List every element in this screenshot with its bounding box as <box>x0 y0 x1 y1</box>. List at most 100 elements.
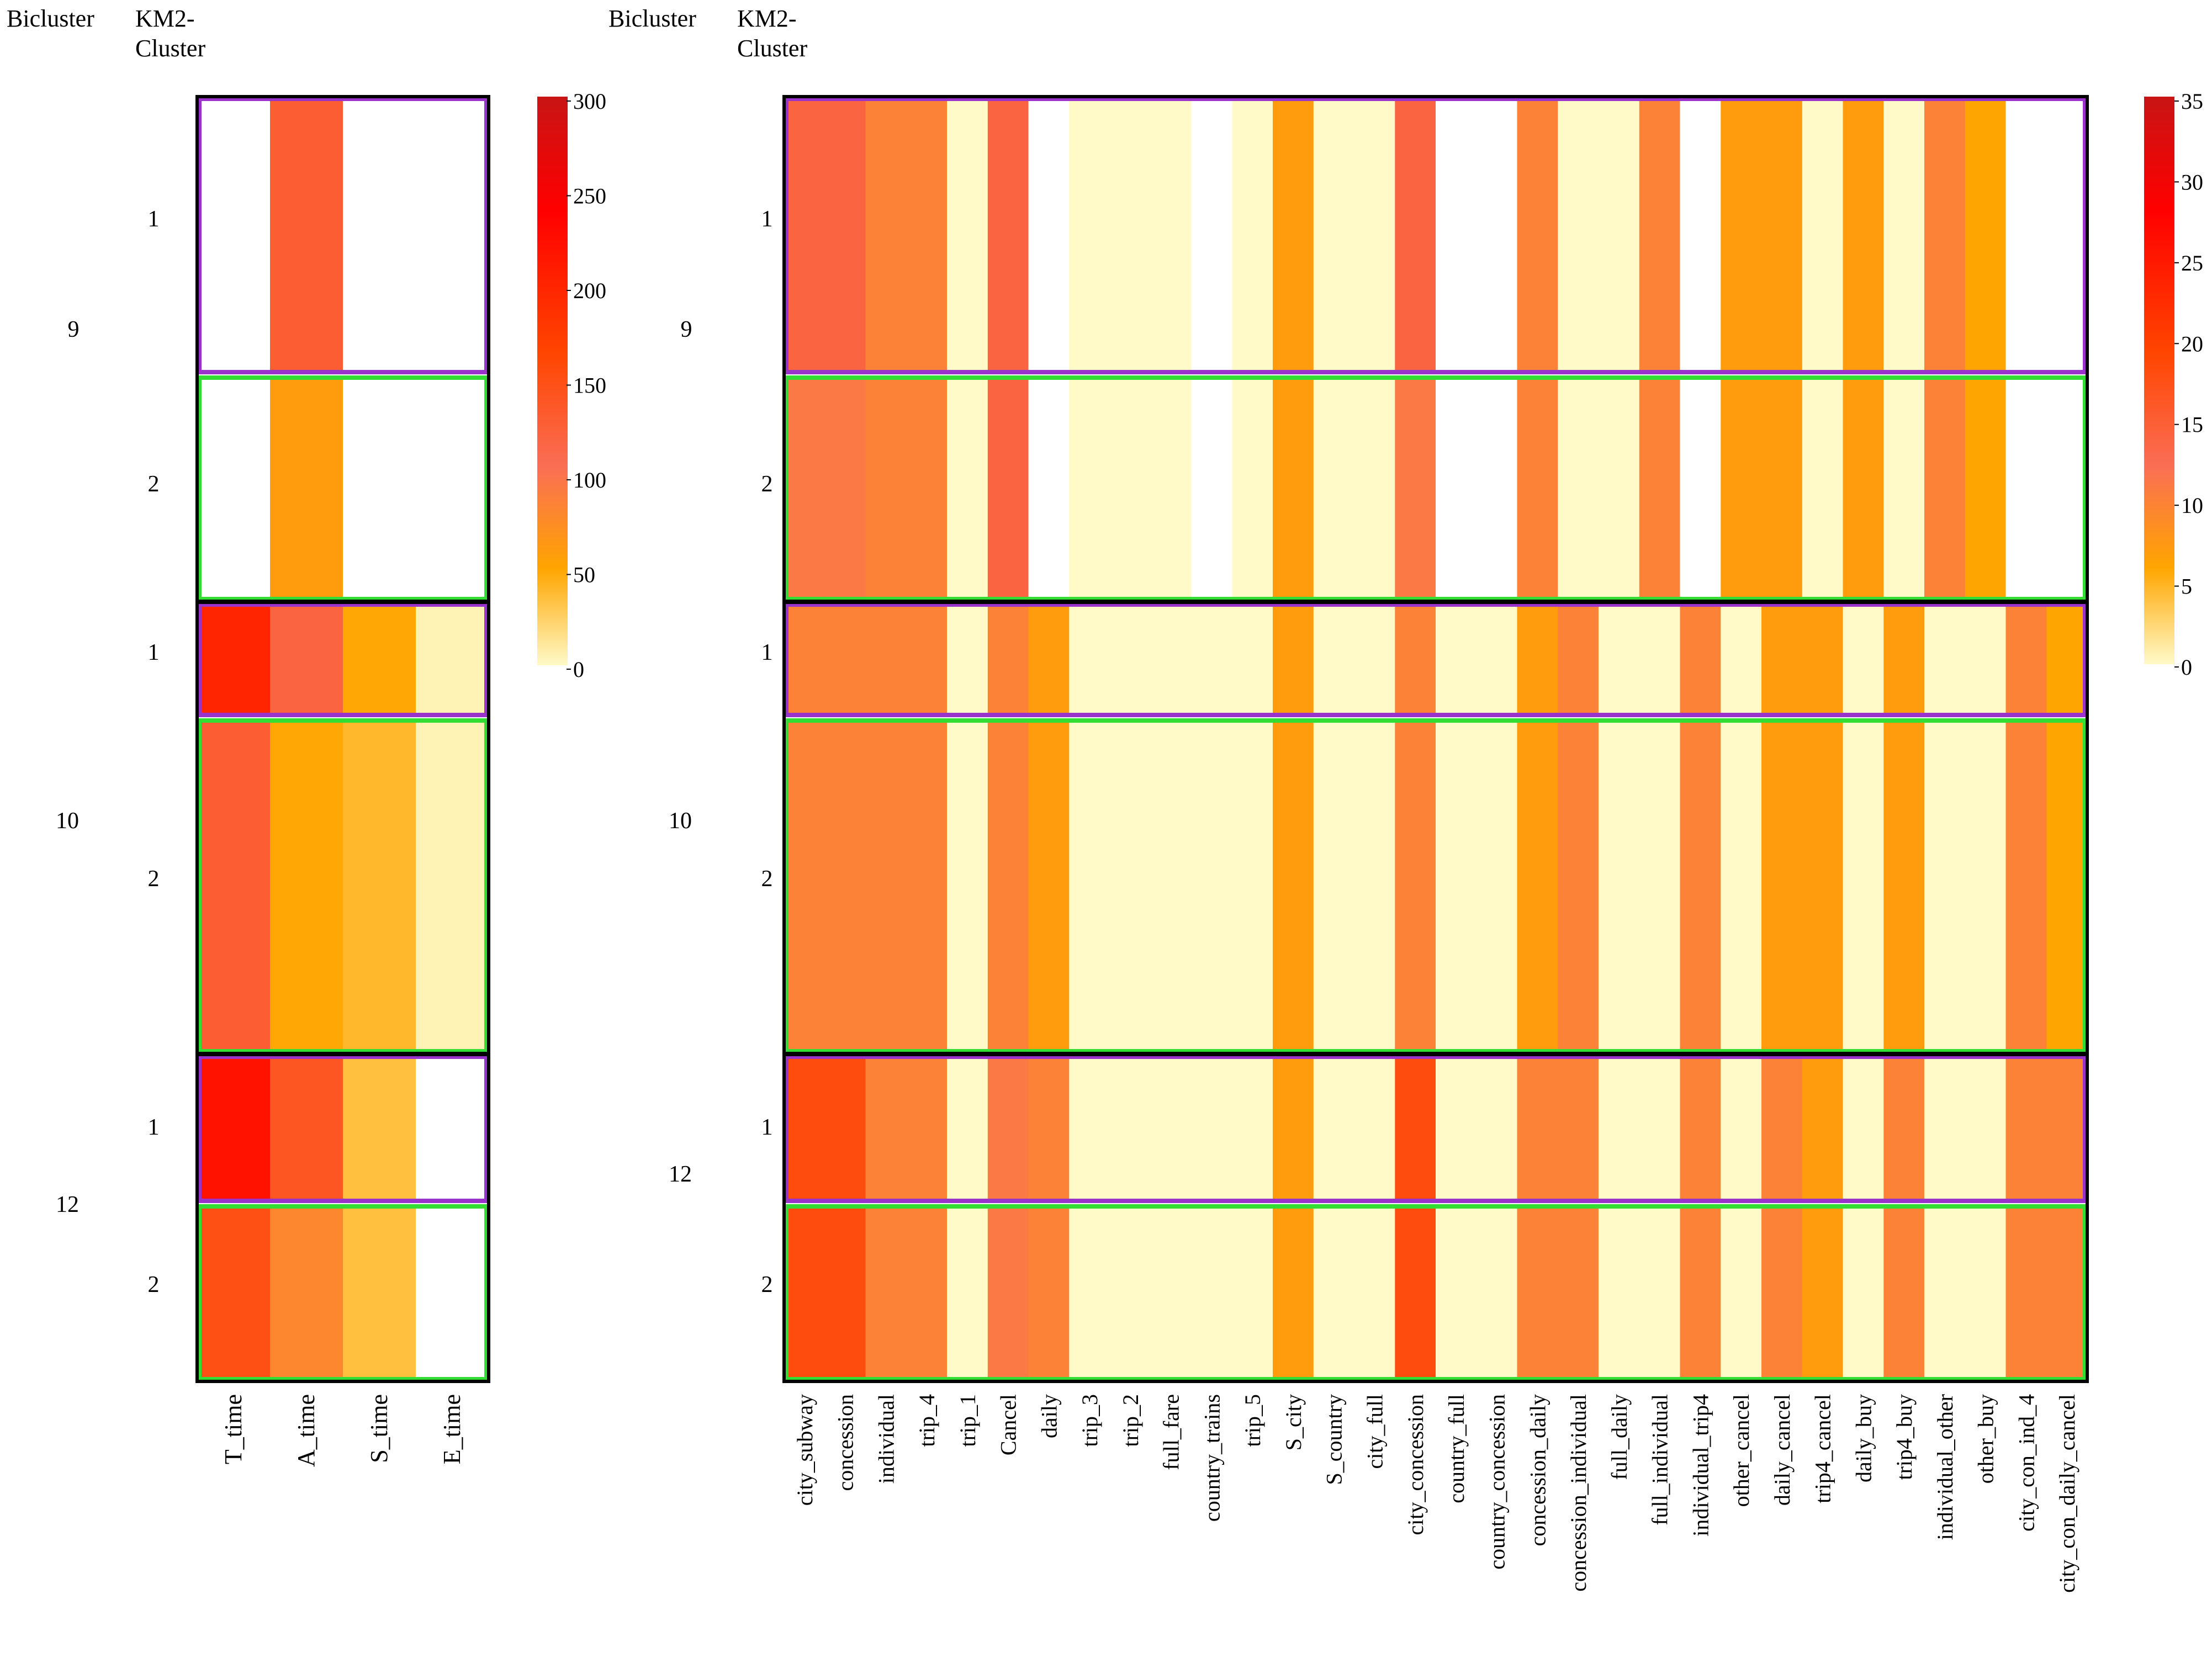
x-tick-label-other_cancel: other_cancel <box>1729 1394 1754 1507</box>
heatmap-cell-9-2-full_daily <box>1599 377 1640 600</box>
heatmap-cell-9-2-trip_3 <box>1069 377 1110 600</box>
heatmap-cell-10-2-trip_5 <box>1232 719 1273 1052</box>
heatmap-cell-12-1-concession_daily <box>1517 1056 1558 1202</box>
bicluster-label-12-left: 12 <box>56 1192 79 1217</box>
colorbar-tick-30: 30 <box>2181 170 2203 194</box>
heatmap-cell-9-2-country_concession <box>1476 377 1518 600</box>
heatmap-cell-12-2-A_time <box>270 1205 343 1380</box>
km2-header-right-line1: KM2- <box>737 5 797 32</box>
km2-box-12-1 <box>197 1055 489 1203</box>
heatmap-cell-12-1-daily_buy <box>1843 1056 1884 1202</box>
x-tick-label-trip_2: trip_2 <box>1118 1394 1143 1447</box>
heatmap-cell-10-2-trip4_cancel <box>1802 719 1844 1052</box>
heatmap-cell-9-2-daily <box>1028 377 1070 600</box>
heatmap-cell-9-2-individual_trip4 <box>1680 377 1721 600</box>
x-tick-label-Cancel: Cancel <box>996 1394 1021 1455</box>
heatmap-cell-9-1-full_fare <box>1150 98 1192 373</box>
x-tick-label-T_time: T_time <box>220 1394 247 1464</box>
heatmap-cell-10-1-daily_buy <box>1843 603 1884 716</box>
heatmap-cell-10-1-E_time <box>416 603 489 716</box>
heatmap-cell-12-1-concession <box>824 1056 866 1202</box>
heatmap-cell-12-1-trip_1 <box>947 1056 988 1202</box>
heatmap-cell-10-1-concession_individual <box>1558 603 1599 716</box>
heatmap-cell-10-2-city_concession <box>1395 719 1436 1052</box>
heatmap-cell-12-1-S_country <box>1313 1056 1355 1202</box>
heatmap-cell-10-1-city_con_daily_cancel <box>2046 603 2088 716</box>
heatmap-cell-12-2-daily_cancel <box>1761 1205 1803 1380</box>
heatmap-cell-12-2-city_concession <box>1395 1205 1436 1380</box>
heatmap-cell-12-1-trip_3 <box>1069 1056 1110 1202</box>
heatmap-cell-9-1-city_full <box>1354 98 1395 373</box>
heatmap-cell-10-1-city_con_ind_4 <box>2005 603 2047 716</box>
heatmap-cell-12-2-S_city <box>1273 1205 1314 1380</box>
colorbar-tick-300: 300 <box>573 89 606 114</box>
heatmap-cell-12-2-trip_3 <box>1069 1205 1110 1380</box>
heatmap-cell-9-2-city_full <box>1354 377 1395 600</box>
heatmap-cell-9-1-trip_1 <box>947 98 988 373</box>
x-tick-label-country_concession: country_concession <box>1485 1394 1510 1570</box>
km2-box-10-2 <box>784 718 2087 1053</box>
heatmap-cell-12-2-Cancel <box>987 1205 1029 1380</box>
heatmap-cell-9-1-trip4_cancel <box>1802 98 1844 373</box>
heatmap-cell-10-1-other_buy <box>1965 603 2007 716</box>
heatmap-cell-9-2-full_individual <box>1639 377 1681 600</box>
heatmap-cell-9-1-full_individual <box>1639 98 1681 373</box>
x-tick-label-individual: individual <box>874 1394 898 1484</box>
heatmap-cell-12-2-concession <box>824 1205 866 1380</box>
heatmap-cell-12-1-city_concession <box>1395 1056 1436 1202</box>
heatmap-cell-10-1-country_trains <box>1191 603 1232 716</box>
heatmap-cell-12-1-E_time <box>416 1056 489 1202</box>
heatmap-cell-12-2-individual <box>865 1205 907 1380</box>
x-tick-label-E_time: E_time <box>438 1394 465 1464</box>
heatmap-cell-9-2-A_time <box>270 377 343 600</box>
colorbar-right <box>2144 97 2174 664</box>
heatmap-cell-12-2-trip4_cancel <box>1802 1205 1844 1380</box>
heatmap-cell-12-2-city_con_ind_4 <box>2005 1205 2047 1380</box>
heatmap-cell-9-1-city_subway <box>784 98 825 373</box>
km2-box-9-1 <box>784 97 2087 374</box>
heatmap-cell-10-2-other_cancel <box>1721 719 1762 1052</box>
x-tick-label-concession: concession <box>833 1394 858 1491</box>
x-tick-label-daily_cancel: daily_cancel <box>1770 1394 1795 1506</box>
heatmap-cell-10-2-A_time <box>270 719 343 1052</box>
heatmap-cell-9-2-concession <box>824 377 866 600</box>
heatmap-cell-10-1-S_time <box>343 603 416 716</box>
heatmap-cell-9-2-other_buy <box>1965 377 2007 600</box>
heatmap-cell-10-2-concession <box>824 719 866 1052</box>
heatmap-cell-12-2-city_full <box>1354 1205 1395 1380</box>
heatmap-cell-10-1-trip_4 <box>906 603 948 716</box>
heatmap-cell-9-2-country_trains <box>1191 377 1232 600</box>
x-tick-label-full_individual: full_individual <box>1648 1394 1673 1526</box>
heatmap-cell-9-2-individual_other <box>1924 377 1966 600</box>
heatmap-cell-9-2-city_concession <box>1395 377 1436 600</box>
heatmap-cell-12-1-T_time <box>197 1056 271 1202</box>
heatmap-cell-10-2-S_time <box>343 719 416 1052</box>
x-tick-label-trip4_cancel: trip4_cancel <box>1811 1394 1835 1503</box>
x-tick-label-city_concession: city_concession <box>1403 1394 1428 1535</box>
bicluster-label-10-right: 10 <box>669 808 692 834</box>
heatmap-cell-12-1-daily <box>1028 1056 1070 1202</box>
heatmap-cell-9-1-country_concession <box>1476 98 1518 373</box>
heatmap-cell-12-1-other_buy <box>1965 1056 2007 1202</box>
heatmap-cell-9-1-country_full <box>1436 98 1477 373</box>
heatmap-cell-10-2-country_full <box>1436 719 1477 1052</box>
heatmap-cell-10-2-full_fare <box>1150 719 1192 1052</box>
x-tick-label-trip_1: trip_1 <box>955 1394 980 1447</box>
km2-label-10-2-right: 2 <box>761 866 773 892</box>
heatmap-cell-9-1-concession <box>824 98 866 373</box>
heatmap-cell-12-2-concession_individual <box>1558 1205 1599 1380</box>
heatmap-cell-10-2-full_daily <box>1599 719 1640 1052</box>
heatmap-cell-12-2-city_subway <box>784 1205 825 1380</box>
x-tick-label-trip_4: trip_4 <box>914 1394 939 1447</box>
heatmap-cell-9-2-other_cancel <box>1721 377 1762 600</box>
heatmap-cell-9-2-concession_daily <box>1517 377 1558 600</box>
heatmap-cell-9-1-city_concession <box>1395 98 1436 373</box>
heatmap-cell-10-1-daily <box>1028 603 1070 716</box>
heatmap-cell-12-1-city_con_ind_4 <box>2005 1056 2047 1202</box>
colorbar-tick-20: 20 <box>2181 331 2203 356</box>
heatmap-cell-9-2-T_time <box>197 377 271 600</box>
heatmap-cell-10-1-city_subway <box>784 603 825 716</box>
heatmap-cell-9-1-city_con_daily_cancel <box>2046 98 2088 373</box>
heatmap-cell-12-2-full_daily <box>1599 1205 1640 1380</box>
heatmap-cell-10-1-trip_5 <box>1232 603 1273 716</box>
